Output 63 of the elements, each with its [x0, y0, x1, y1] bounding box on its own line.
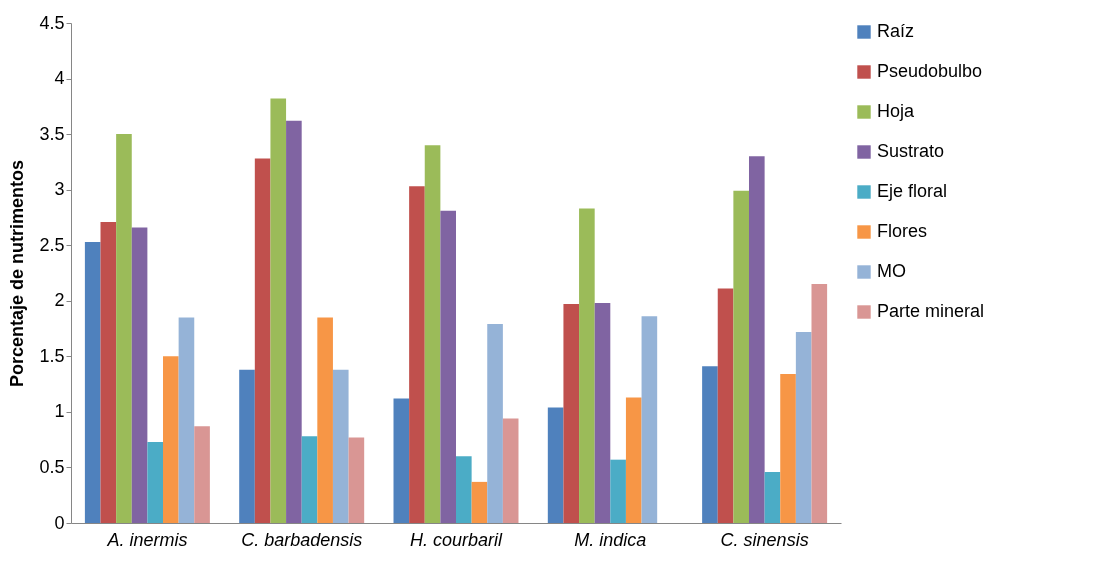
- legend-label: MO: [877, 261, 906, 281]
- legend-label: Raíz: [877, 21, 915, 41]
- bar: [795, 331, 812, 523]
- y-tick-label: 2.5: [39, 234, 65, 255]
- x-tick-label: C. sinensis: [720, 529, 809, 550]
- y-tick-label: 4: [54, 68, 65, 89]
- bar: [178, 317, 195, 523]
- y-tick-label: 0: [54, 512, 65, 533]
- bar: [563, 304, 580, 523]
- bar: [348, 437, 365, 523]
- bar: [440, 210, 456, 523]
- bar: [594, 303, 611, 523]
- bar: [84, 241, 101, 523]
- y-tick-label: 1: [54, 401, 65, 422]
- bar: [163, 356, 179, 523]
- bar: [610, 459, 626, 523]
- x-tick-label: A. inermis: [106, 529, 188, 550]
- legend-label: Flores: [877, 221, 928, 241]
- bar: [780, 374, 796, 523]
- bar: [456, 456, 472, 523]
- bar: [409, 186, 425, 523]
- bar: [764, 471, 781, 523]
- y-axis-title: Porcentaje de nutrimentos: [7, 159, 28, 388]
- bar: [502, 418, 519, 523]
- bar: [270, 98, 287, 523]
- legend-label: Pseudobulbo: [877, 61, 983, 81]
- legend-label: Eje floral: [877, 181, 948, 201]
- bar: [625, 397, 642, 523]
- bar: [641, 316, 658, 523]
- y-tick-label: 3.5: [39, 123, 65, 144]
- legend-label: Parte mineral: [877, 301, 985, 321]
- bar: [131, 227, 148, 523]
- bar: [487, 324, 503, 523]
- y-tick-label: 4.5: [39, 12, 65, 33]
- bar: [424, 145, 441, 523]
- x-tick-label: M. indica: [574, 529, 647, 550]
- bar: [254, 158, 271, 523]
- x-tick-label: C. barbadensis: [241, 529, 363, 550]
- bar: [702, 366, 718, 523]
- legend-label: Sustrato: [877, 141, 945, 161]
- bar: [100, 221, 117, 523]
- y-tick-label: 3: [54, 179, 65, 200]
- bar: [332, 369, 349, 523]
- bar: [239, 369, 255, 523]
- bar: [317, 317, 333, 523]
- y-tick-label: 2: [54, 290, 65, 311]
- y-tick-label: 1.5: [39, 345, 65, 366]
- y-tick-label: 0.5: [39, 456, 65, 477]
- bar: [733, 190, 749, 523]
- bar: [194, 426, 210, 523]
- bar: [286, 120, 302, 523]
- bar: [471, 481, 488, 523]
- bar: [811, 284, 828, 523]
- bar: [579, 208, 595, 523]
- bar: [547, 407, 564, 523]
- bar: [717, 288, 734, 523]
- x-tick-label: H. courbaril: [409, 529, 504, 550]
- bar: [147, 441, 164, 523]
- legend-label: Hoja: [877, 101, 916, 121]
- bar: [116, 134, 132, 523]
- bar: [393, 398, 410, 523]
- bar: [301, 436, 318, 523]
- bar: [748, 156, 765, 523]
